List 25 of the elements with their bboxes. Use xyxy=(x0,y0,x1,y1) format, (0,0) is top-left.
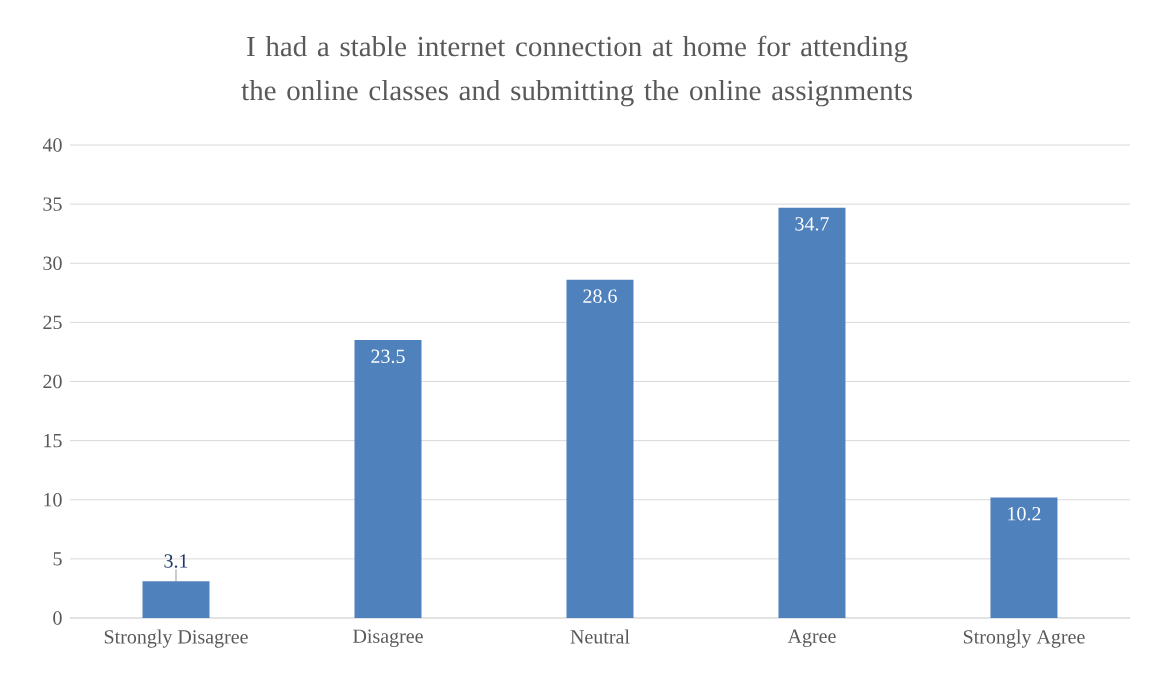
bar xyxy=(990,497,1058,618)
data-label: 10.2 xyxy=(1008,506,1041,521)
y-tick-label: 5 xyxy=(53,552,62,566)
x-tick-label: Neutral xyxy=(570,629,630,644)
data-label: 28.6 xyxy=(583,289,617,303)
y-tick-label: 35 xyxy=(43,197,62,211)
y-tick-label: 10 xyxy=(44,493,62,507)
x-tick-label: Strongly Disagree xyxy=(104,629,248,648)
bar xyxy=(566,279,634,618)
y-tick-label: 15 xyxy=(44,433,62,448)
bar xyxy=(142,581,210,618)
y-tick-label: 0 xyxy=(53,611,62,625)
y-tick-label: 30 xyxy=(43,256,62,271)
chart-title: I had a stable internet connection at home for attending the online classes and submitting the online assignments xyxy=(241,35,912,107)
x-tick-label: Strongly Agree xyxy=(963,629,1085,648)
x-tick-label: Agree xyxy=(787,629,836,648)
bar xyxy=(778,207,846,618)
data-label: 3.1 xyxy=(164,554,188,568)
data-label: 34.7 xyxy=(795,217,829,231)
y-tick-label: 40 xyxy=(42,138,62,152)
data-label: 23.5 xyxy=(371,349,405,364)
bar xyxy=(354,340,422,618)
x-tick-label: Disagree xyxy=(353,629,423,648)
y-tick-label: 25 xyxy=(43,315,62,330)
y-tick-label: 20 xyxy=(43,374,62,389)
